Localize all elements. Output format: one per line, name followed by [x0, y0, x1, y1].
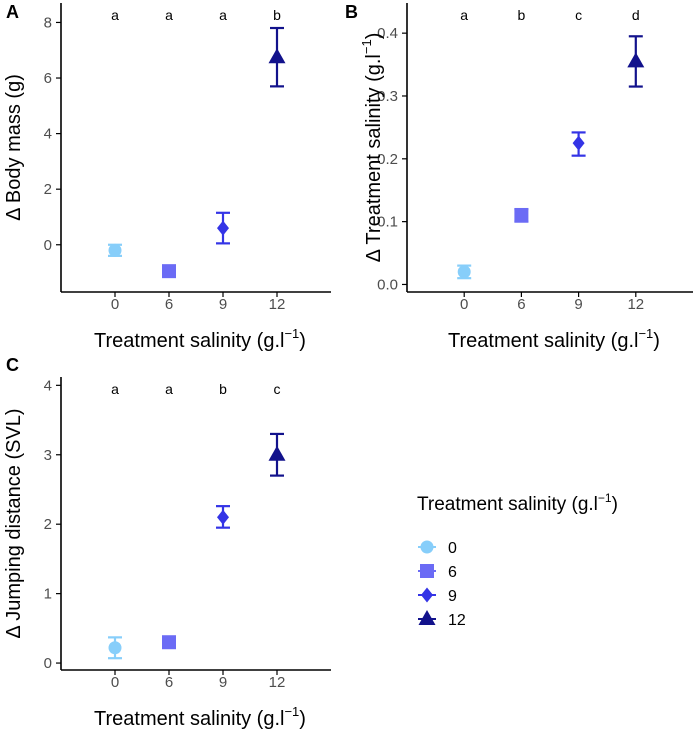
- panel-b-y-tick-label: 0.4: [377, 25, 398, 42]
- panel-b-y-axis-title: Δ Treatment salinity (g.l−1): [359, 33, 385, 263]
- panel-b-data-point: [627, 52, 645, 68]
- legend-item: 6: [418, 564, 457, 581]
- panel-c-data-point: [108, 641, 122, 655]
- legend-title-text: Treatment salinity (g.l: [417, 494, 598, 515]
- panel-b-significance-letter: b: [518, 7, 526, 23]
- panel-c-y-tick-label: 2: [44, 516, 52, 533]
- legend-title-close: ): [612, 494, 618, 515]
- legend-key-marker: [420, 564, 434, 578]
- legend-key-marker: [421, 587, 433, 603]
- panel-c-x-tick-label: 6: [165, 674, 173, 691]
- legend-item-label: 0: [448, 540, 457, 557]
- panel-a-x-tick-label: 9: [219, 296, 227, 313]
- panel-a-significance-letter: a: [219, 7, 227, 23]
- panel-c-y-tick-label: 4: [44, 377, 52, 394]
- panel-b-significance-letter: c: [575, 7, 582, 23]
- legend-item-label: 6: [448, 564, 457, 581]
- panel-a-x-tick-label: 0: [111, 296, 119, 313]
- panel-c-significance-letter: c: [274, 381, 281, 397]
- panel-a-x-tick-label: 12: [269, 296, 286, 313]
- panel-b-x-tick-label: 0: [460, 296, 468, 313]
- panel-a-data-point: [268, 48, 286, 64]
- panel-b-y-tick-label: 0.0: [377, 276, 398, 293]
- panel-c-x-tick-label: 9: [219, 674, 227, 691]
- panel-a-y-tick-label: 4: [44, 126, 52, 143]
- panel-a-x-axis-title: Treatment salinity (g.l−1): [94, 326, 306, 352]
- panel-a-data-point: [108, 243, 122, 257]
- panel-b-x-tick-label: 9: [574, 296, 582, 313]
- panel-b-x-axis-title: Treatment salinity (g.l−1): [448, 326, 660, 352]
- panel-b-significance-letter: d: [632, 7, 640, 23]
- panel-b-data-point: [457, 265, 471, 279]
- panel-b-label: B: [345, 2, 358, 22]
- panel-c-y-tick-label: 1: [44, 586, 52, 603]
- panel-a-plot-area: 0 2 4 6 8 0 6 9 12 Treatment salinity (g.l−1) Δ Bo…: [3, 3, 331, 352]
- panel-c-y-tick-label: 3: [44, 447, 52, 464]
- panel-b-y-tick-label: 0.3: [377, 88, 398, 105]
- panel-c-data-point: [268, 445, 286, 461]
- panel-b-y-tick-label: 0.2: [377, 151, 398, 168]
- panel-b-plot-area: 0.0 0.1 0.2 0.3 0.4 0 6 9 12 Treatment salinity (…: [359, 3, 693, 352]
- panel-a-y-tick-label: 6: [44, 70, 52, 87]
- panel-c-x-tick-label: 12: [269, 674, 286, 691]
- panel-c-data-point: [162, 635, 176, 650]
- panel-a-y-tick-label: 0: [44, 237, 52, 254]
- panel-a-significance-letter: a: [165, 7, 173, 23]
- panel-a-y-tick-label: 8: [44, 14, 52, 31]
- panel-a-x-tick-label: 6: [165, 296, 173, 313]
- legend: Treatment salinity (g.l−1) 0 6 9 12: [417, 491, 618, 629]
- panel-c-x-axis-title: Treatment salinity (g.l−1): [94, 704, 306, 730]
- legend-items: 0 6 9 12: [418, 540, 466, 629]
- panel-a-data-point: [162, 264, 176, 279]
- panel-c-significance-letter: a: [165, 381, 173, 397]
- panel-b-y-tick-label: 0.1: [377, 214, 398, 231]
- panel-a-significance-letter: b: [273, 7, 281, 23]
- panel-b-data-point: [514, 208, 529, 223]
- panel-c-y-tick-label: 0: [44, 655, 52, 672]
- legend-key-marker: [420, 540, 434, 554]
- panel-a-significance-letter: a: [111, 7, 119, 23]
- panel-b-x-tick-label: 12: [627, 296, 644, 313]
- panel-a-y-tick-label: 2: [44, 181, 52, 198]
- legend-item-label: 12: [448, 612, 466, 629]
- panel-b: B 0.0 0.1 0.2 0.3 0.4 0 6 9 12 Treatment salinity…: [345, 2, 693, 352]
- panel-c-significance-letter: a: [111, 381, 119, 397]
- legend-title: Treatment salinity (g.l−1): [417, 491, 618, 515]
- legend-title-sup: −1: [598, 491, 612, 505]
- panel-a-y-axis-title: Δ Body mass (g): [3, 74, 25, 221]
- legend-key-marker: [418, 610, 436, 625]
- legend-item: 9: [418, 587, 457, 605]
- panel-b-data-point: [572, 135, 585, 151]
- panel-a: A 0 2 4 6 8 0 6 9 12 Treatment salinity (g.l−1) Δ …: [3, 2, 331, 352]
- panel-b-x-tick-label: 6: [517, 296, 525, 313]
- panel-a-label: A: [6, 2, 19, 22]
- panel-c-data-point: [217, 509, 229, 525]
- legend-item: 12: [418, 610, 466, 629]
- panel-c-label: C: [6, 355, 19, 375]
- panel-b-significance-letter: a: [460, 7, 468, 23]
- panel-a-data-point: [217, 220, 229, 236]
- panel-c-significance-letter: b: [219, 381, 227, 397]
- legend-item-label: 9: [448, 588, 457, 605]
- panel-c-y-axis-title: Δ Jumping distance (SVL): [3, 408, 25, 638]
- panel-c-x-tick-label: 0: [111, 674, 119, 691]
- legend-item: 0: [418, 540, 457, 557]
